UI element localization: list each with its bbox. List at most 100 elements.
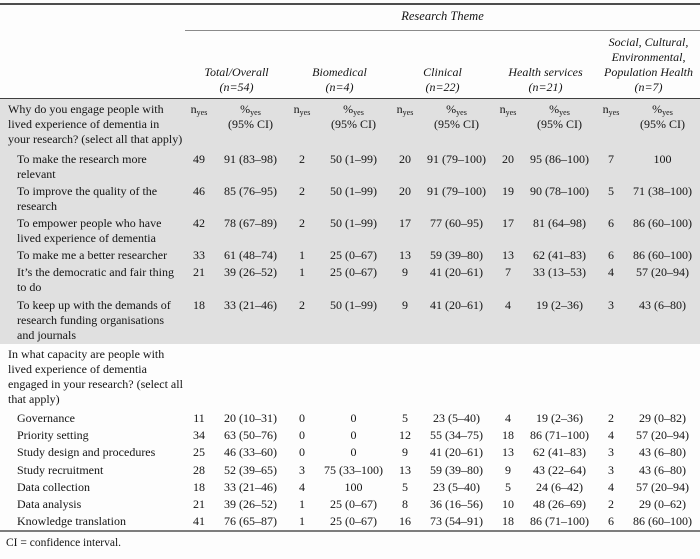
empty-cell: [185, 344, 213, 410]
n-value: 12: [399, 428, 411, 443]
empty-cell: [522, 344, 597, 410]
n-value: 18: [193, 479, 205, 494]
table-body: Why do you engage people with lived expe…: [0, 98, 700, 531]
empty-cell: [316, 344, 391, 410]
n-value: 4: [299, 479, 305, 494]
pct-value: 19 (2–36): [536, 297, 583, 312]
n-value: 7: [608, 151, 614, 166]
n-value: 3: [299, 462, 305, 477]
n-value: 2: [299, 151, 305, 166]
n-sub: yes: [299, 108, 311, 118]
n-value: 8: [402, 496, 408, 511]
footnote: CI = confidence interval.: [6, 537, 122, 550]
empty-cell: [213, 344, 288, 410]
column-group-label: Biomedical: [312, 64, 367, 79]
pct-value: 75 (33–100): [324, 462, 383, 477]
pct-value: 55 (34–75): [430, 428, 483, 443]
row-label: Priority setting: [17, 428, 89, 443]
table-row: It’s the democratic and fair thing to do…: [0, 264, 700, 297]
n-value: 9: [402, 445, 408, 460]
n-value: 20: [399, 183, 411, 198]
column-group-n: (n=54): [219, 80, 254, 95]
table-row: Knowledge translation 41 76 (65–87) 1 25 (0–…: [0, 513, 700, 531]
pct-value: 29 (0–62): [639, 496, 686, 511]
n-value: 3: [608, 445, 614, 460]
n-yes-header: nyes: [494, 99, 522, 151]
pct-sub: yes: [662, 108, 673, 118]
pct-value: 25 (0–67): [330, 513, 377, 528]
column-group-header: Social, Cultural, Environmental, Populat…: [597, 30, 700, 100]
pct-value: 50 (1–99): [330, 151, 377, 166]
n-value: 49: [193, 151, 205, 166]
pct-value: 57 (20–94): [636, 265, 689, 280]
n-value: 20: [399, 151, 411, 166]
pct-value: 61 (48–74): [224, 248, 277, 263]
n-value: 6: [608, 215, 614, 230]
n-value: 3: [608, 462, 614, 477]
n-yes-header: nyes: [391, 99, 419, 151]
row-label: To make me a better researcher: [17, 248, 168, 263]
row-label: To improve the quality of the research: [17, 183, 158, 213]
pct-yes-header: %yes (95% CI): [625, 99, 700, 151]
pct-value: 86 (71–100): [530, 513, 589, 528]
column-group-header: Health services (n=21): [494, 30, 597, 100]
pct-value: 86 (60–100): [633, 215, 692, 230]
n-value: 1: [299, 513, 305, 528]
n-symbol: n: [190, 102, 197, 117]
pct-value: 100: [653, 151, 672, 166]
pct-symbol: %: [240, 102, 251, 117]
empty-cell: [391, 344, 419, 410]
n-symbol: n: [396, 102, 403, 117]
pct-symbol: %: [549, 102, 560, 117]
n-value: 3: [608, 297, 614, 312]
n-value: 41: [193, 513, 205, 528]
pct-sub: yes: [559, 108, 570, 118]
n-value: 2: [608, 411, 614, 426]
n-value: 1: [299, 248, 305, 263]
row-label: To empower people who have lived experie…: [17, 215, 162, 246]
pct-value: 33 (13–53): [533, 265, 586, 280]
pct-value: 43 (22–64): [533, 462, 586, 477]
pct-value: 62 (41–83): [533, 248, 586, 263]
pct-value: 57 (20–94): [636, 479, 689, 494]
ci-label: (95% CI): [331, 117, 376, 132]
n-value: 4: [505, 411, 511, 426]
pct-yes-header: %yes (95% CI): [522, 99, 597, 151]
pct-value: 23 (5–40): [433, 411, 480, 426]
row-label: Study recruitment: [17, 462, 104, 477]
table-row: To keep up with the demands of research …: [0, 296, 700, 344]
row-label: To keep up with the demands of research …: [17, 297, 171, 342]
pct-value: 73 (54–91): [430, 513, 483, 528]
pct-value: 90 (78–100): [530, 183, 589, 198]
n-value: 17: [399, 215, 411, 230]
table-row: Priority setting 34 63 (50–76) 0 0 12 55 (34–7…: [0, 427, 700, 444]
n-value: 5: [608, 183, 614, 198]
table-row: To make the research more relevant 49 91 (…: [0, 150, 700, 183]
n-value: 1: [299, 265, 305, 280]
column-group-n: (n=7): [634, 80, 663, 95]
pct-value: 19 (2–36): [536, 411, 583, 426]
pct-value: 78 (67–89): [224, 215, 277, 230]
n-value: 25: [193, 445, 205, 460]
column-group-n: (n=22): [425, 80, 460, 95]
pct-value: 33 (21–46): [224, 479, 277, 494]
pct-yes-header: %yes (95% CI): [316, 99, 391, 151]
n-symbol: n: [602, 102, 609, 117]
pct-value: 63 (50–76): [224, 428, 277, 443]
column-group-label: Social, Cultural, Environmental, Populat…: [604, 34, 693, 79]
n-value: 0: [299, 428, 305, 443]
n-value: 19: [502, 183, 514, 198]
pct-value: 39 (26–52): [224, 496, 277, 511]
question-row: In what capacity are people with lived e…: [0, 344, 700, 410]
column-group-n: (n=21): [528, 80, 563, 95]
n-value: 33: [193, 248, 205, 263]
pct-sub: yes: [250, 108, 261, 118]
n-value: 20: [502, 151, 514, 166]
question-label: In what capacity are people with lived e…: [8, 346, 183, 407]
pct-value: 59 (39–80): [430, 462, 483, 477]
pct-value: 81 (64–98): [533, 215, 586, 230]
pct-value: 50 (1–99): [330, 215, 377, 230]
pct-value: 41 (20–61): [430, 445, 483, 460]
n-value: 2: [299, 297, 305, 312]
